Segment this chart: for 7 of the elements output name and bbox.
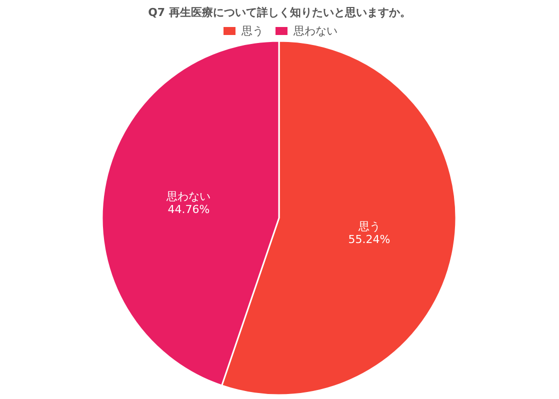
data-label: 44.76% bbox=[168, 203, 210, 216]
slice-label: 思わない bbox=[166, 190, 211, 204]
data-label: 55.24% bbox=[348, 232, 390, 246]
legend-label: 思わない bbox=[292, 24, 338, 38]
chart-title: Q7 再生医療について詳しく知りたいと思いますか。 bbox=[148, 6, 411, 19]
legend-label: 思う bbox=[240, 24, 264, 38]
slice-label: 思う bbox=[357, 220, 380, 233]
